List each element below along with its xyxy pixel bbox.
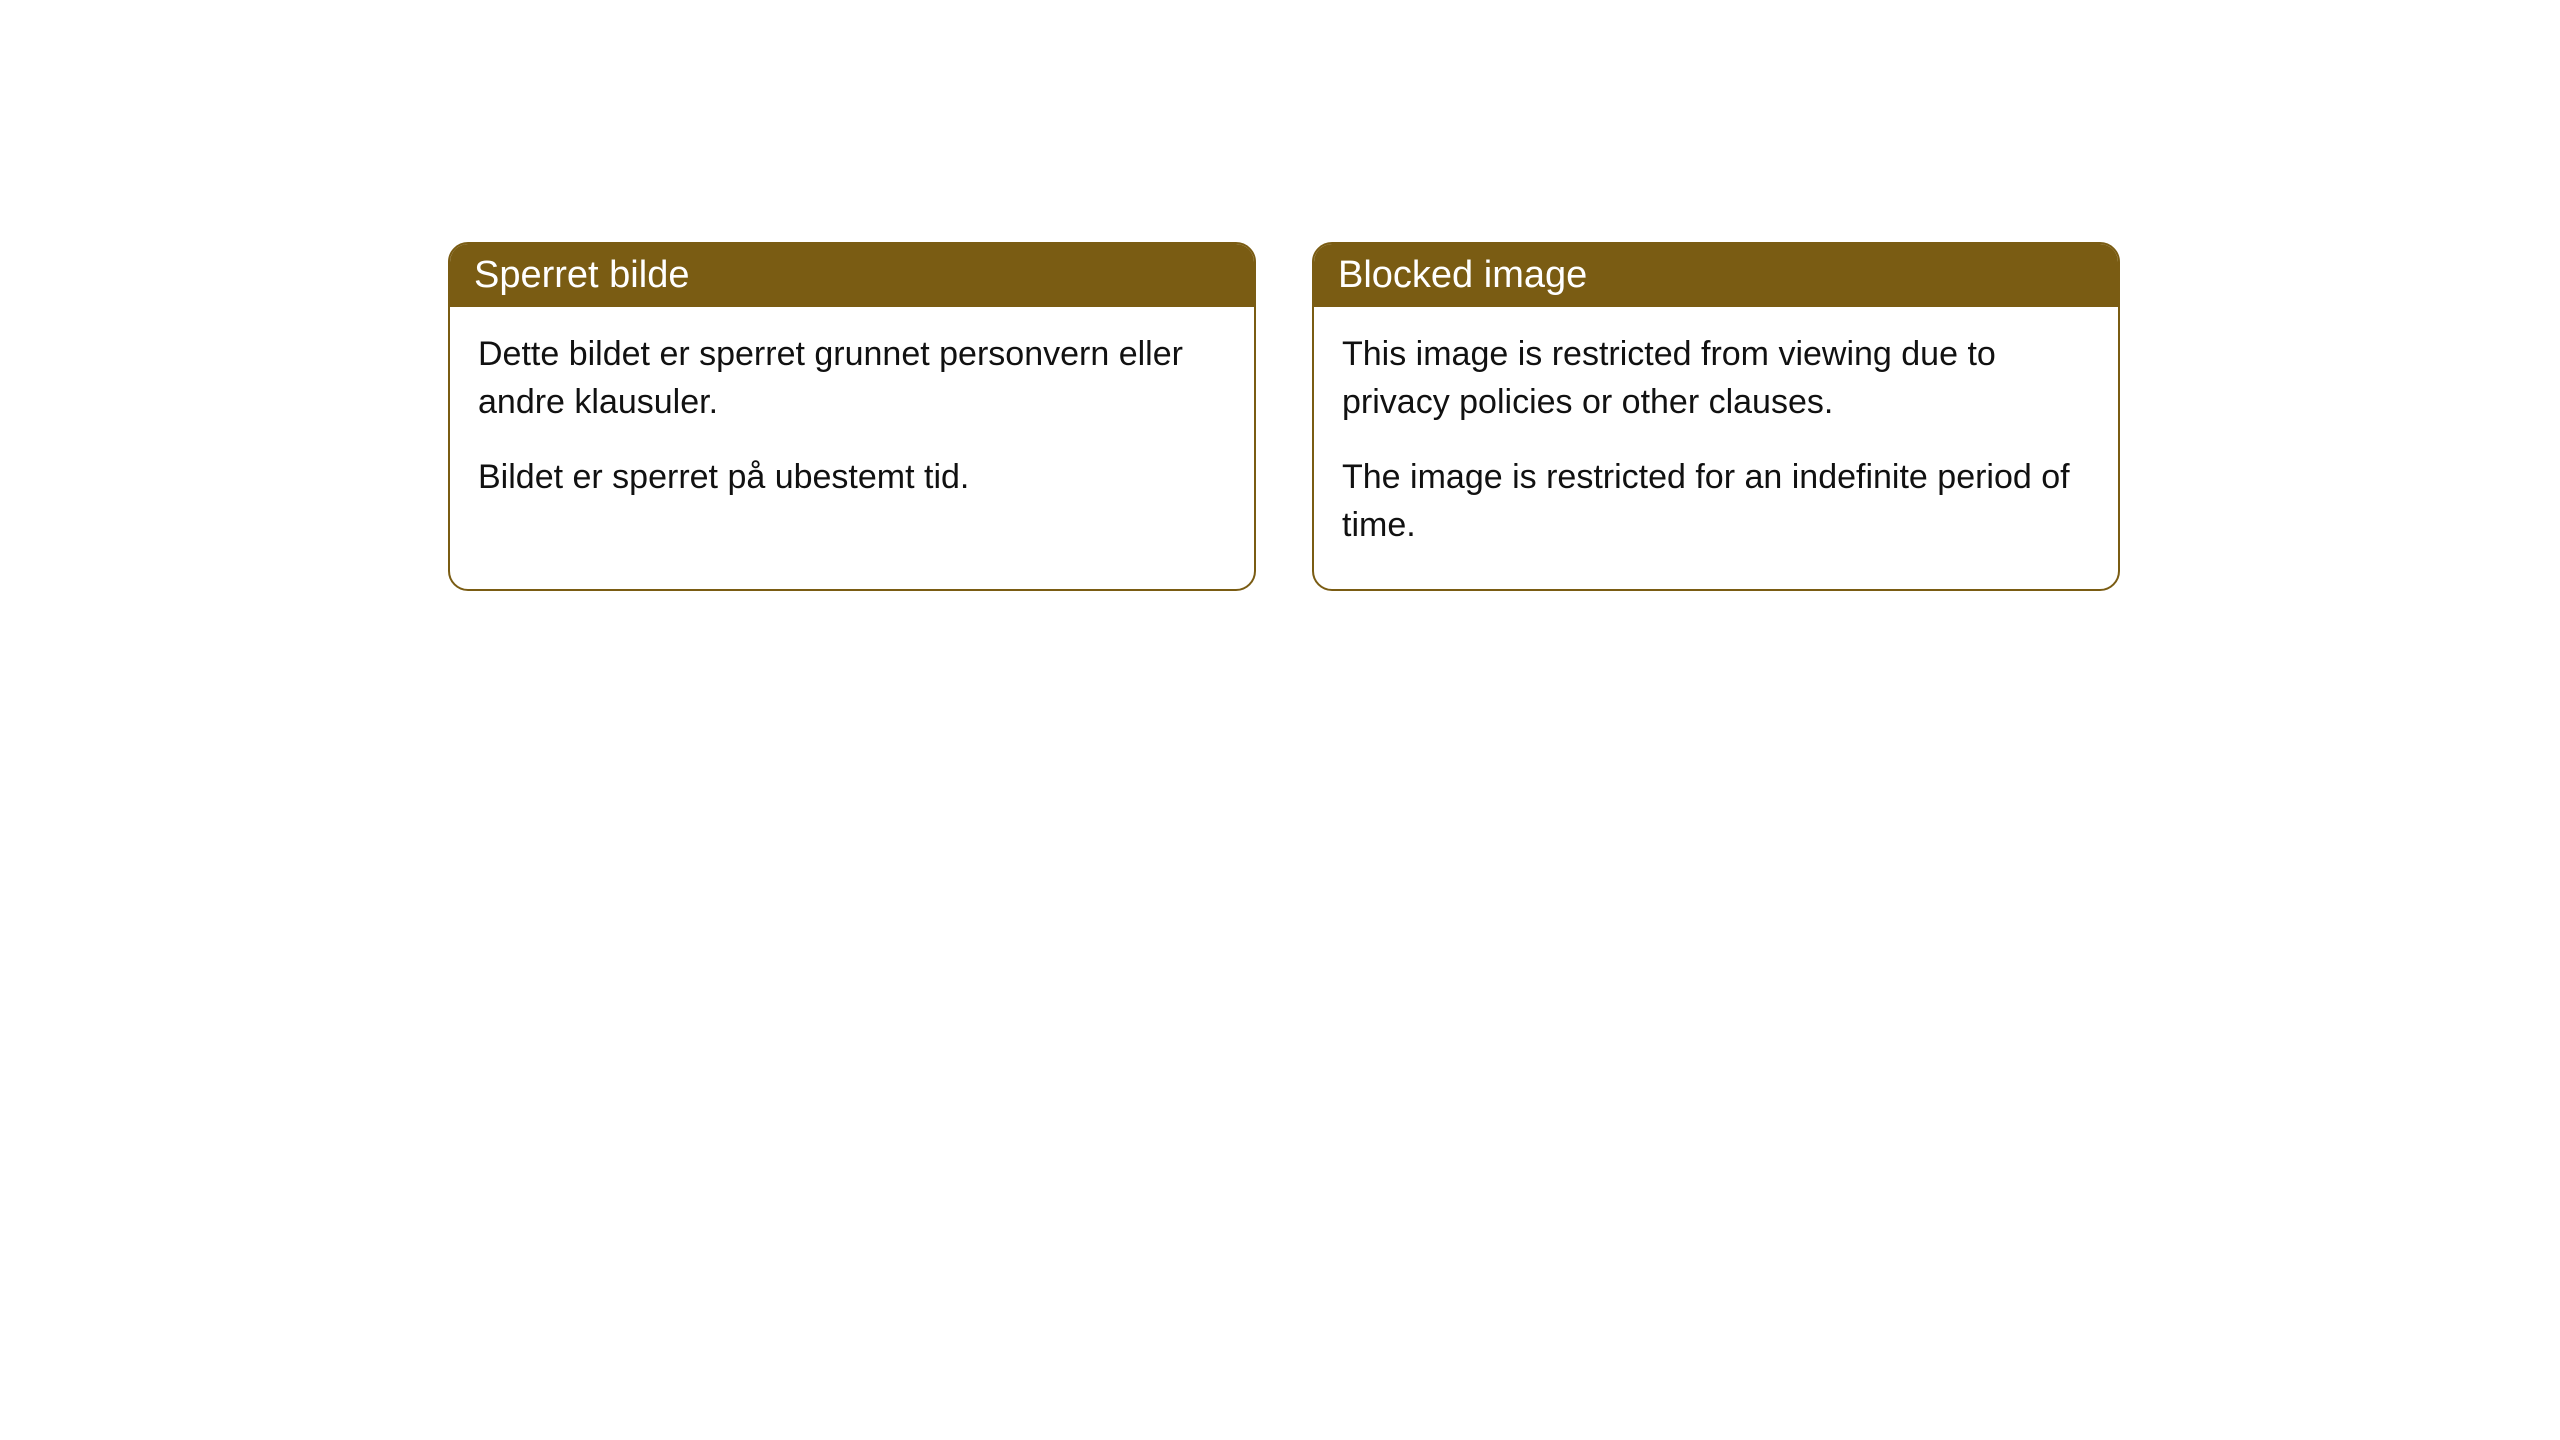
notice-cards-container: Sperret bilde Dette bildet er sperret gr… (448, 242, 2120, 591)
card-paragraph: This image is restricted from viewing du… (1342, 331, 2090, 426)
card-header: Blocked image (1314, 244, 2118, 307)
card-body: Dette bildet er sperret grunnet personve… (450, 307, 1254, 542)
notice-card-norwegian: Sperret bilde Dette bildet er sperret gr… (448, 242, 1256, 591)
card-paragraph: Dette bildet er sperret grunnet personve… (478, 331, 1226, 426)
card-paragraph: The image is restricted for an indefinit… (1342, 454, 2090, 549)
card-title: Blocked image (1338, 254, 1587, 296)
card-paragraph: Bildet er sperret på ubestemt tid. (478, 454, 1226, 502)
card-title: Sperret bilde (474, 254, 689, 296)
notice-card-english: Blocked image This image is restricted f… (1312, 242, 2120, 591)
card-header: Sperret bilde (450, 244, 1254, 307)
card-body: This image is restricted from viewing du… (1314, 307, 2118, 589)
